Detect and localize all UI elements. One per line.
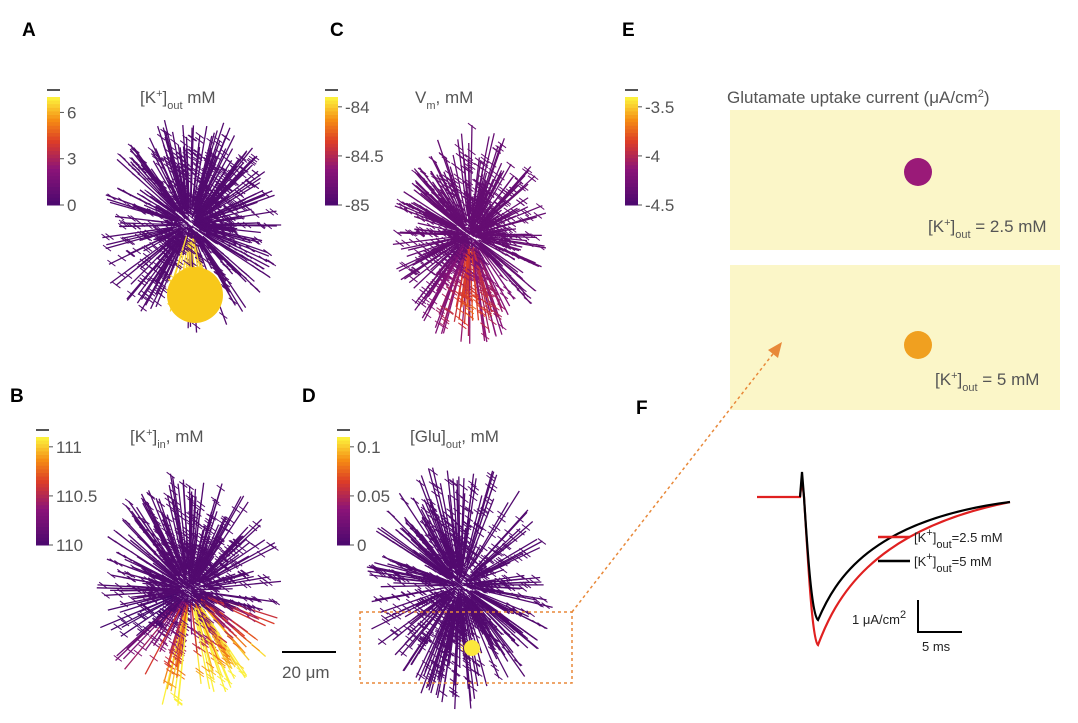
twig	[418, 168, 426, 174]
twig	[507, 162, 515, 168]
twig	[411, 498, 419, 504]
twig	[125, 499, 133, 505]
twig	[118, 255, 126, 261]
twig	[138, 645, 146, 651]
twig	[393, 541, 401, 547]
twig	[491, 665, 499, 671]
twig	[150, 655, 158, 661]
twig	[246, 207, 254, 213]
twig	[115, 541, 123, 547]
twig	[108, 536, 116, 542]
twig	[147, 493, 155, 499]
twig	[107, 194, 115, 200]
twig	[414, 249, 422, 255]
twig	[239, 506, 247, 512]
twig	[380, 608, 388, 614]
twig	[252, 645, 260, 651]
twig	[250, 284, 258, 290]
twig	[243, 637, 251, 643]
twig	[498, 142, 506, 148]
twig	[107, 260, 115, 266]
twig	[406, 599, 414, 605]
twig	[429, 157, 437, 163]
twig	[259, 256, 267, 262]
twig	[399, 650, 407, 656]
twig	[118, 154, 126, 160]
twig	[117, 569, 125, 575]
twig	[219, 313, 227, 319]
twig	[499, 567, 507, 573]
twig	[223, 156, 231, 162]
twig	[225, 528, 233, 534]
branch	[119, 590, 176, 591]
twig	[503, 287, 511, 293]
twig	[122, 503, 130, 509]
twig	[103, 245, 111, 251]
twig	[268, 260, 276, 266]
twig	[124, 613, 132, 619]
twig	[217, 676, 225, 682]
twig	[528, 285, 536, 291]
cell-images	[97, 120, 553, 709]
twig	[498, 189, 506, 195]
twig	[230, 211, 238, 217]
twig	[237, 624, 245, 630]
twig	[401, 498, 409, 504]
twig	[494, 674, 502, 680]
twig	[140, 558, 148, 564]
twig	[118, 552, 126, 558]
twig	[228, 671, 236, 677]
twig	[134, 650, 142, 656]
twig	[250, 634, 258, 640]
twig	[536, 204, 544, 210]
twig	[500, 293, 508, 299]
twig	[542, 603, 550, 609]
twig	[383, 555, 391, 561]
twig	[220, 684, 228, 690]
twig	[123, 190, 131, 196]
twig	[489, 661, 497, 667]
twig	[262, 272, 270, 278]
hot-spot	[167, 267, 223, 323]
twig	[387, 511, 395, 517]
twig	[393, 604, 401, 610]
twig	[507, 293, 515, 299]
twig	[154, 300, 162, 306]
twig	[147, 492, 155, 498]
twig	[157, 292, 165, 298]
twig	[157, 134, 165, 140]
twig	[114, 530, 122, 536]
twig	[510, 173, 518, 179]
twig	[410, 196, 418, 202]
twig	[139, 305, 147, 311]
